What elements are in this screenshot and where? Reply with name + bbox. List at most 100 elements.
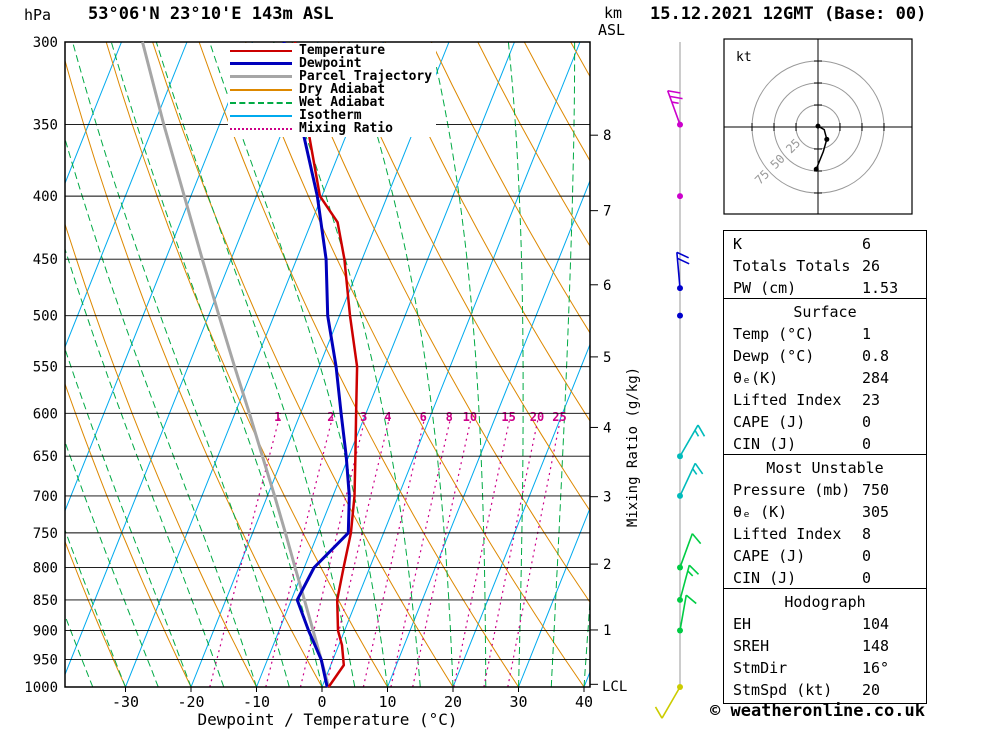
- stat-value: 284: [862, 369, 890, 387]
- table-row: Totals Totals 26: [724, 255, 926, 277]
- km-tick-label: 6: [603, 278, 611, 294]
- table-row: Lifted Index 8: [724, 523, 926, 545]
- pressure-tick-label: 650: [33, 449, 58, 465]
- temperature-tick-label: -30: [112, 693, 139, 711]
- temperature-tick-label: 40: [575, 693, 593, 711]
- legend-item-temperature: Temperature: [230, 44, 432, 57]
- km-tick-label: 8: [603, 128, 611, 144]
- table-row: StmDir 16°: [724, 657, 926, 679]
- table-row: CIN (J) 0: [724, 567, 926, 589]
- table-row: CAPE (J) 0: [724, 411, 926, 433]
- stat-value: 0: [862, 435, 872, 453]
- legend-label: Temperature: [299, 43, 386, 58]
- stat-label: Lifted Index: [733, 525, 842, 543]
- isotherm-line-sample: [230, 114, 292, 117]
- mixing-ratio-tick-label: 6: [420, 410, 427, 424]
- dry-adiabat-line-sample: [230, 88, 292, 91]
- table-row: Lifted Index 23: [724, 389, 926, 411]
- most-unstable-table-title: Most Unstable: [766, 459, 884, 477]
- table-row: EH 104: [724, 613, 926, 635]
- altitude-axis-unit-asl: ASL: [598, 21, 626, 39]
- mixing-ratio-tick-label: 8: [446, 410, 453, 424]
- series-dewpoint: [282, 41, 351, 688]
- legend-label: Wet Adiabat: [299, 95, 386, 110]
- stat-label: θₑ (K): [733, 503, 788, 521]
- pressure-tick-label: 800: [33, 560, 58, 576]
- wind-station-dot: [677, 312, 683, 319]
- legend-item-dewpoint: Dewpoint: [230, 57, 432, 70]
- legend-item-dry-adiabat: Dry Adiabat: [230, 83, 432, 96]
- stat-value: 0.8: [862, 347, 890, 365]
- hodograph-table: Hodograph EH 104 SREH 148 StmDir 16° StmSpd…: [723, 588, 927, 704]
- parcel-line-sample: [230, 75, 292, 78]
- mixing-ratio-tick-label: 4: [384, 410, 391, 424]
- stat-label: CAPE (J): [733, 547, 806, 565]
- stat-value: 0: [862, 569, 872, 587]
- temperature-tick-label: 10: [378, 693, 396, 711]
- pressure-tick-label: 600: [33, 406, 58, 422]
- legend-label: Mixing Ratio: [299, 121, 393, 136]
- legend-label: Dry Adiabat: [299, 82, 386, 97]
- stat-value: 148: [862, 637, 890, 655]
- km-tick-label: 7: [603, 204, 611, 220]
- x-axis-title: Dewpoint / Temperature (°C): [197, 710, 458, 729]
- temperature-line-sample: [230, 49, 292, 52]
- surface-table: Surface Temp (°C) 1 Dewp (°C) 0.8 θₑ(K) 284…: [723, 298, 927, 458]
- temperature-tick-label: -20: [177, 693, 204, 711]
- stat-value: 8: [862, 525, 872, 543]
- stat-label: Lifted Index: [733, 391, 842, 409]
- stat-value: 305: [862, 503, 890, 521]
- km-tick-label: 5: [603, 350, 611, 366]
- pressure-tick-label: 900: [33, 624, 58, 640]
- wind-station-dot: [677, 193, 683, 200]
- stat-value: 16°: [862, 659, 890, 677]
- legend-label: Dewpoint: [299, 56, 362, 71]
- lcl-label: LCL: [602, 679, 628, 695]
- table-row: θₑ(K) 284: [724, 367, 926, 389]
- altitude-axis-unit-km: km: [604, 4, 623, 22]
- stat-value: 26: [862, 257, 881, 275]
- mixing-ratio-axis-title: Mixing Ratio (g/kg): [625, 366, 641, 528]
- stat-label: CIN (J): [733, 569, 797, 587]
- temperature-tick-label: 0: [317, 693, 326, 711]
- dewpoint-line-sample: [230, 62, 292, 65]
- km-tick-label: 4: [603, 420, 611, 436]
- pressure-tick-label: 300: [33, 35, 58, 51]
- hodograph-unit-label: kt: [736, 50, 752, 65]
- pressure-tick-label: 350: [33, 118, 58, 134]
- table-row: Dewp (°C) 0.8: [724, 345, 926, 367]
- surface-table-title: Surface: [793, 303, 857, 321]
- stat-label: EH: [733, 615, 752, 633]
- table-row: CIN (J) 0: [724, 433, 926, 455]
- pressure-tick-label: 1000: [24, 680, 58, 696]
- temperature-tick-label: 20: [444, 693, 462, 711]
- stat-value: 1.53: [862, 279, 899, 297]
- hodograph-table-title: Hodograph: [784, 593, 866, 611]
- mixing-ratio-tick-label: 3: [360, 410, 367, 424]
- table-row: SREH 148: [724, 635, 926, 657]
- legend: Temperature Dewpoint Parcel Trajectory D…: [228, 43, 437, 137]
- km-tick-label: 3: [603, 490, 611, 506]
- stat-value: 0: [862, 413, 872, 431]
- stat-label: Totals Totals: [733, 257, 851, 275]
- temperature-tick-label: 30: [509, 693, 527, 711]
- wind-barbs: [654, 42, 706, 719]
- mixing-ratio-tick-label: 20: [530, 410, 544, 424]
- pressure-tick-label: 950: [33, 653, 58, 669]
- legend-label: Parcel Trajectory: [299, 69, 433, 84]
- stat-label: StmDir: [733, 659, 788, 677]
- most-unstable-table: Most Unstable Pressure (mb) 750 θₑ (K) 305…: [723, 454, 927, 592]
- table-row: Temp (°C) 1: [724, 323, 926, 345]
- pressure-tick-label: 450: [33, 252, 58, 268]
- legend-item-parcel: Parcel Trajectory: [230, 70, 432, 83]
- stat-label: Pressure (mb): [733, 481, 851, 499]
- mixing-ratio-tick-label: 25: [552, 410, 566, 424]
- table-row: θₑ (K) 305: [724, 501, 926, 523]
- mixing-ratio-line-sample: [230, 127, 292, 130]
- series-parcel-trajectory: [141, 41, 331, 688]
